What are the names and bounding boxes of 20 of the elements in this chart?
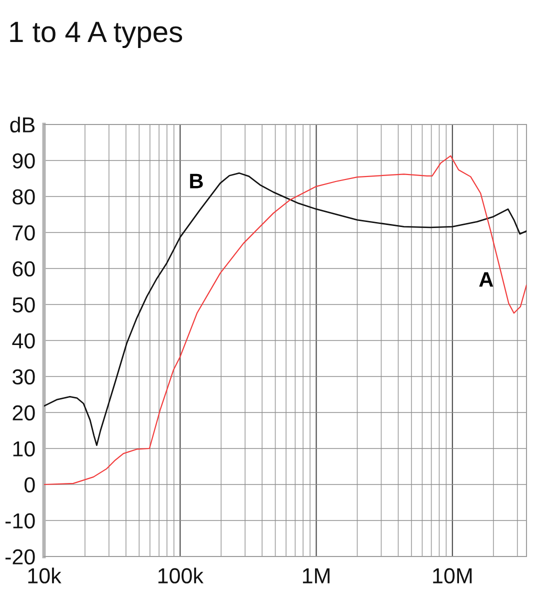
y-tick-label: 90 [12,153,35,169]
y-tick-label: 80 [12,189,35,205]
x-tick-label: 10k [28,568,62,584]
y-tick-label: 40 [12,333,35,349]
y-tick-label: -20 [6,549,35,565]
y-tick-label: 20 [12,405,35,421]
y-tick-label: dB [10,116,35,133]
series-label: A [479,272,494,287]
x-tick-label: 100k [158,568,204,584]
x-tick-label: 1M [302,568,330,584]
y-tick-label: -10 [6,513,35,529]
x-tick-label: 10M [433,568,472,584]
y-tick-label: 50 [12,297,35,313]
y-tick-label: 30 [12,369,35,385]
y-tick-label: 70 [12,225,35,241]
y-tick-label: 10 [13,441,35,457]
series-label: B [190,174,203,188]
y-tick-label: 0 [24,477,35,493]
y-tick-label: 60 [12,261,35,277]
chart-title: 1 to 4 A types [10,22,182,48]
